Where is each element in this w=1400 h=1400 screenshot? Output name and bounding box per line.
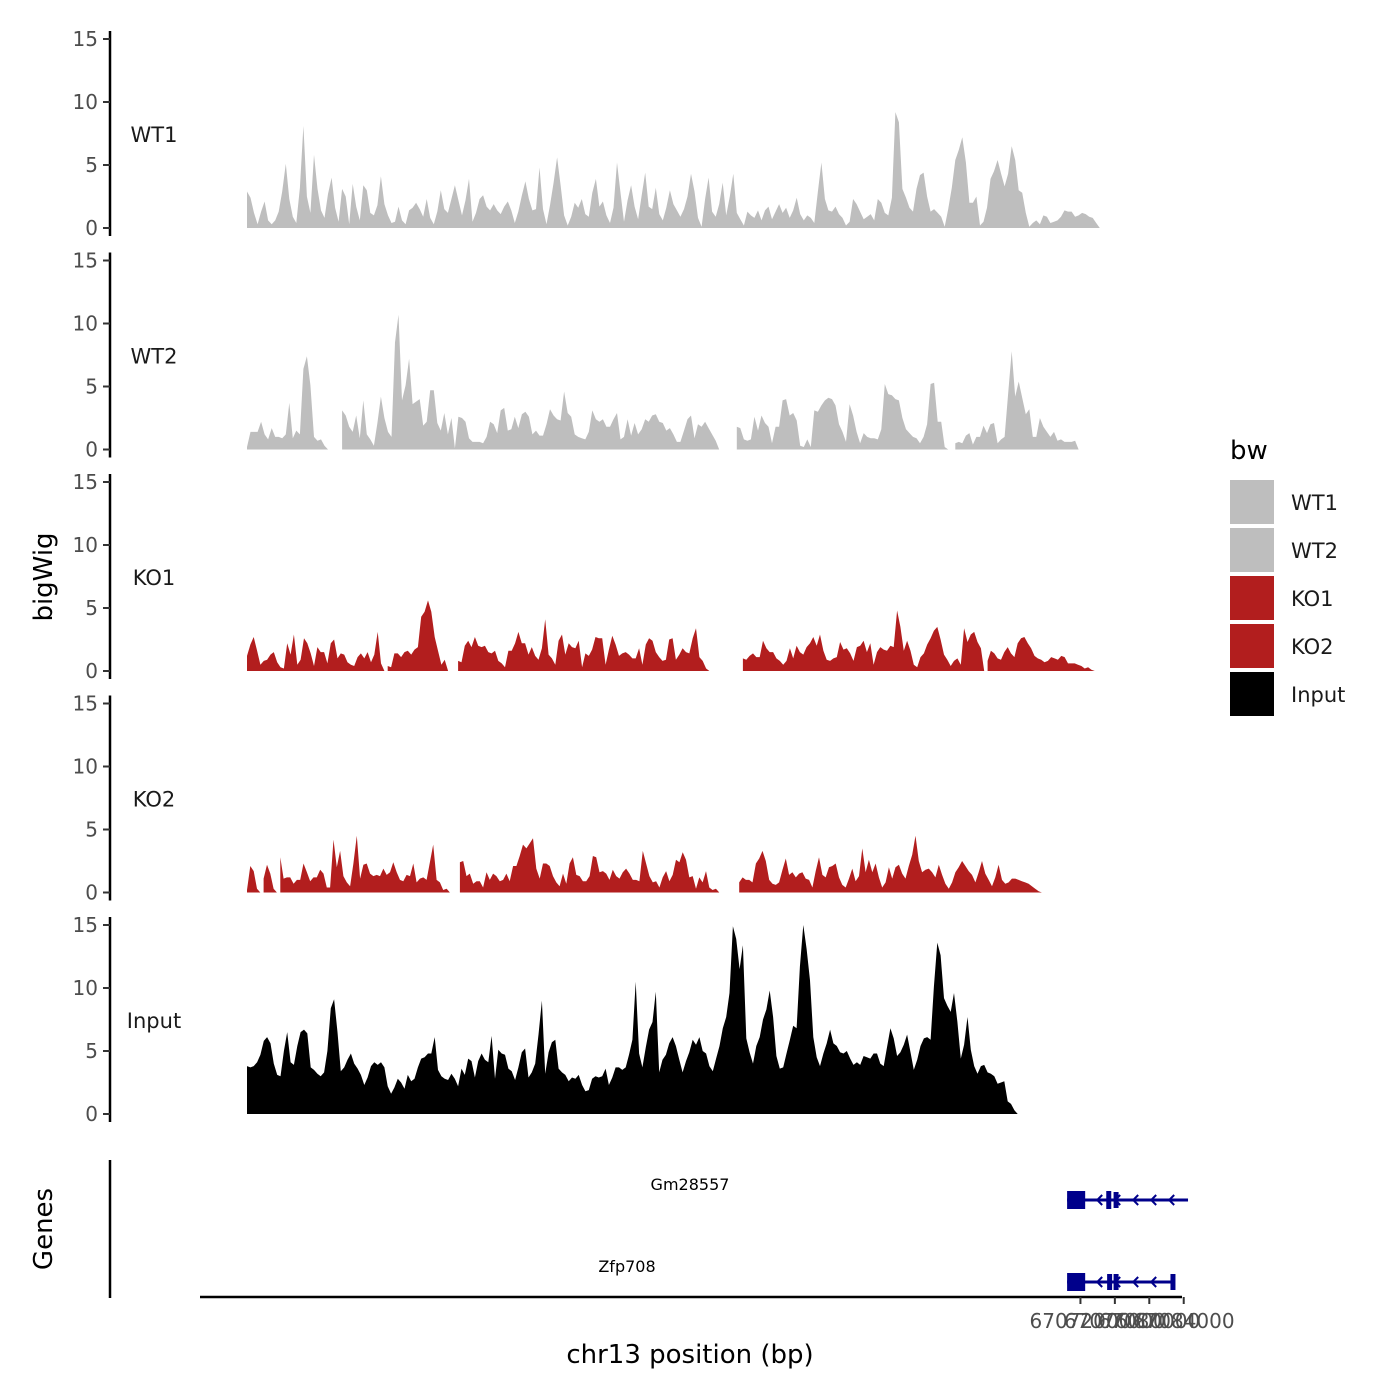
gene-exon (1067, 1273, 1086, 1291)
strand-arrow (1095, 1194, 1103, 1206)
strand-arrow (1131, 1194, 1139, 1206)
legend-swatch-input (1230, 672, 1274, 716)
track-label: WT2 (131, 345, 178, 369)
track-label: Input (127, 1009, 181, 1033)
y-tick-label: 10 (73, 533, 98, 557)
gene-gm28557: Gm28557 (651, 1175, 1189, 1209)
y-tick-label: 5 (85, 596, 98, 620)
track-wt2: 0 5 10 15 WT2 (73, 249, 1079, 462)
gene-label: Gm28557 (651, 1175, 730, 1194)
y-tick-label: 15 (73, 27, 98, 51)
strand-arrow (1131, 1276, 1139, 1288)
gene-exon (1113, 1192, 1119, 1208)
legend: bw WT1 WT2 KO1 KO2 Input (1230, 436, 1345, 716)
track-label: WT1 (131, 123, 178, 147)
track-wt1: 0 5 10 15 WT1 (73, 27, 1100, 240)
area-input (247, 925, 1018, 1114)
track-label: KO2 (133, 788, 176, 812)
strand-arrow (1095, 1276, 1103, 1288)
gene-exon (1113, 1274, 1119, 1290)
y-tick-label: 15 (73, 913, 98, 937)
y-tick-label: 0 (85, 881, 98, 905)
y-tick-label: 15 (73, 692, 98, 716)
gene-exon (1107, 1274, 1113, 1290)
track-ko1: 0 5 10 15 KO1 (73, 470, 1095, 683)
y-tick-label: 10 (73, 755, 98, 779)
gene-exon (1106, 1191, 1112, 1209)
y-tick-label: 0 (85, 659, 98, 683)
legend-label-input: Input (1291, 683, 1345, 707)
y-tick-label: 10 (73, 976, 98, 1000)
y-tick-label: 15 (73, 470, 98, 494)
gene-annotation-panel: Gm28557 Zfp708 (108, 1160, 1189, 1298)
track-label: KO1 (133, 566, 176, 590)
y-tick-label: 10 (73, 312, 98, 336)
y-axis-title: bigWig (29, 532, 59, 621)
track-input: 0 5 10 15 Input (73, 913, 1018, 1126)
legend-swatch-wt1 (1230, 480, 1274, 524)
legend-swatch-wt2 (1230, 528, 1274, 572)
x-tick-label: 67080000 (1098, 1309, 1200, 1333)
strand-arrow (1149, 1276, 1157, 1288)
y-tick-label: 10 (73, 90, 98, 114)
legend-title: bw (1230, 436, 1268, 466)
area-ko2 (247, 835, 1042, 893)
y-tick-label: 0 (85, 1102, 98, 1126)
x-tick-label: 67072000 (1030, 1309, 1132, 1333)
signal-tracks: 0 5 10 15 WT1 0 5 10 15 WT2 0 5 10 15 KO1 0 5 10 15 KO2 0 5 10… (73, 27, 1100, 1126)
strand-arrow (1167, 1194, 1175, 1206)
legend-label-wt1: WT1 (1291, 491, 1338, 515)
y-tick-label: 5 (85, 375, 98, 399)
area-wt1 (247, 112, 1100, 228)
x-tick-label: 67076000 (1064, 1309, 1166, 1333)
legend-label-ko1: KO1 (1291, 587, 1334, 611)
legend-swatch-ko1 (1230, 576, 1274, 620)
legend-label-wt2: WT2 (1291, 539, 1338, 563)
genes-axis-title: Genes (29, 1188, 59, 1270)
x-tick-label: 67084000 (1133, 1309, 1235, 1333)
y-tick-label: 0 (85, 438, 98, 462)
y-tick-label: 5 (85, 818, 98, 842)
y-tick-label: 5 (85, 1039, 98, 1063)
strand-arrow (1149, 1194, 1157, 1206)
y-tick-label: 5 (85, 153, 98, 177)
area-wt2 (247, 314, 1079, 450)
y-tick-label: 0 (85, 216, 98, 240)
gene-zfp708: Zfp708 (598, 1257, 1176, 1291)
track-ko2: 0 5 10 15 KO2 (73, 692, 1042, 905)
legend-label-ko2: KO2 (1291, 635, 1334, 659)
area-ko1 (247, 600, 1095, 671)
gene-exon (1067, 1191, 1086, 1209)
y-tick-label: 15 (73, 249, 98, 273)
gene-label: Zfp708 (598, 1257, 655, 1276)
gene-exon (1170, 1274, 1176, 1290)
legend-swatch-ko2 (1230, 624, 1274, 668)
x-axis-title: chr13 position (bp) (566, 1340, 813, 1370)
